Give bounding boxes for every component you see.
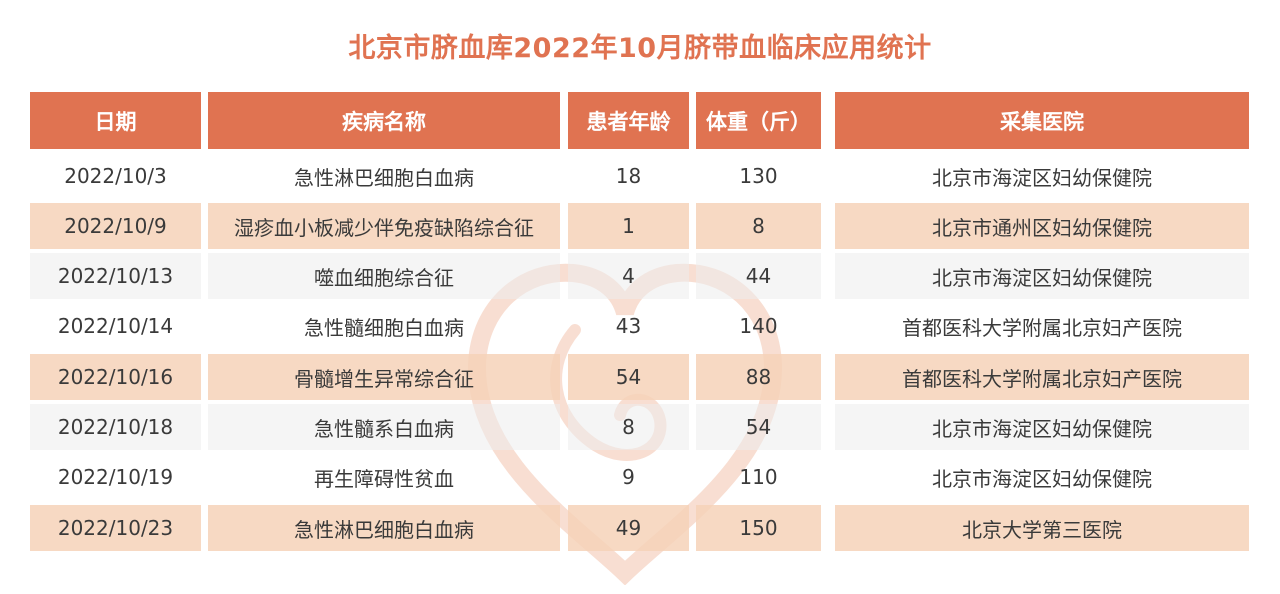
header-date: 日期 xyxy=(30,92,201,149)
page-title: 北京市脐血库2022年10月脐带血临床应用统计 xyxy=(348,33,932,64)
cell-disease: 急性髓细胞白血病 xyxy=(304,315,464,340)
cell-age: 54 xyxy=(568,354,689,400)
cell-hospital: 北京市通州区妇幼保健院 xyxy=(835,203,1249,249)
cell-age: 4 xyxy=(568,253,689,299)
cell-hospital: 首都医科大学附属北京妇产医院 xyxy=(902,315,1182,340)
cell-disease: 再生障碍性贫血 xyxy=(314,466,454,491)
cell-disease: 噬血细胞综合征 xyxy=(208,253,560,299)
cell-date: 2022/10/19 xyxy=(57,465,174,489)
cell-hospital: 北京大学第三医院 xyxy=(835,505,1249,551)
cell-weight: 54 xyxy=(696,404,821,450)
cell-weight: 150 xyxy=(696,505,821,551)
cell-disease: 湿疹血小板减少伴免疫缺陷综合征 xyxy=(208,203,560,249)
cell-disease: 骨髓增生异常综合征 xyxy=(208,354,560,400)
cell-weight: 88 xyxy=(696,354,821,400)
cell-weight: 110 xyxy=(739,465,778,489)
cell-age: 49 xyxy=(568,505,689,551)
cell-weight: 8 xyxy=(696,203,821,249)
cell-age: 9 xyxy=(622,465,635,489)
cell-weight: 44 xyxy=(696,253,821,299)
cell-weight: 140 xyxy=(739,314,778,338)
cell-date: 2022/10/23 xyxy=(30,505,201,551)
cell-hospital: 首都医科大学附属北京妇产医院 xyxy=(835,354,1249,400)
cell-weight: 130 xyxy=(739,164,778,188)
cell-disease: 急性淋巴细胞白血病 xyxy=(294,165,474,190)
header-hospital: 采集医院 xyxy=(835,92,1249,149)
cell-disease: 急性髓系白血病 xyxy=(208,404,560,450)
cell-hospital: 北京市海淀区妇幼保健院 xyxy=(932,165,1152,190)
header-weight: 体重（斤） xyxy=(696,92,821,149)
cell-hospital: 北京市海淀区妇幼保健院 xyxy=(835,404,1249,450)
cell-disease: 急性淋巴细胞白血病 xyxy=(208,505,560,551)
cell-date: 2022/10/16 xyxy=(30,354,201,400)
cell-date: 2022/10/9 xyxy=(30,203,201,249)
header-disease: 疾病名称 xyxy=(208,92,560,149)
cell-age: 43 xyxy=(615,314,642,338)
cell-hospital: 北京市海淀区妇幼保健院 xyxy=(932,466,1152,491)
cell-date: 2022/10/18 xyxy=(30,404,201,450)
cell-hospital: 北京市海淀区妇幼保健院 xyxy=(835,253,1249,299)
cell-date: 2022/10/14 xyxy=(57,314,174,338)
header-age: 患者年龄 xyxy=(568,92,689,149)
cell-date: 2022/10/13 xyxy=(30,253,201,299)
cell-age: 1 xyxy=(568,203,689,249)
cell-date: 2022/10/3 xyxy=(64,164,167,188)
cell-age: 18 xyxy=(615,164,642,188)
cell-age: 8 xyxy=(568,404,689,450)
